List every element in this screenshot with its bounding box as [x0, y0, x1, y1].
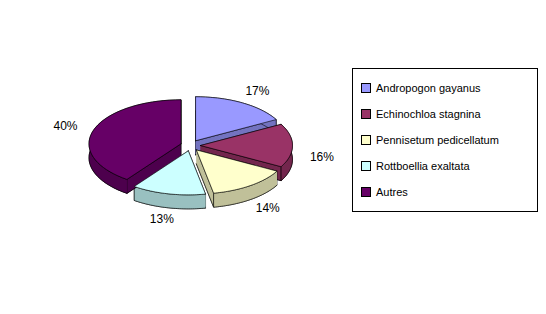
svg-text:16%: 16%: [310, 150, 334, 164]
html-text:Andropogon gayanus: Andropogon gayanus: [376, 82, 481, 94]
svg-text:17%: 17%: [245, 84, 269, 98]
svg-text:14%: 14%: [256, 201, 280, 215]
html-text:Echinochloa stagnina: Echinochloa stagnina: [376, 108, 481, 120]
html-text:Pennisetum pedicellatum: Pennisetum pedicellatum: [376, 134, 499, 146]
html-text:Rottboellia exaltata: Rottboellia exaltata: [376, 160, 470, 172]
svg-text:40%: 40%: [53, 119, 77, 133]
svg-text:13%: 13%: [150, 212, 174, 226]
html-text:Autres: Autres: [376, 186, 408, 198]
